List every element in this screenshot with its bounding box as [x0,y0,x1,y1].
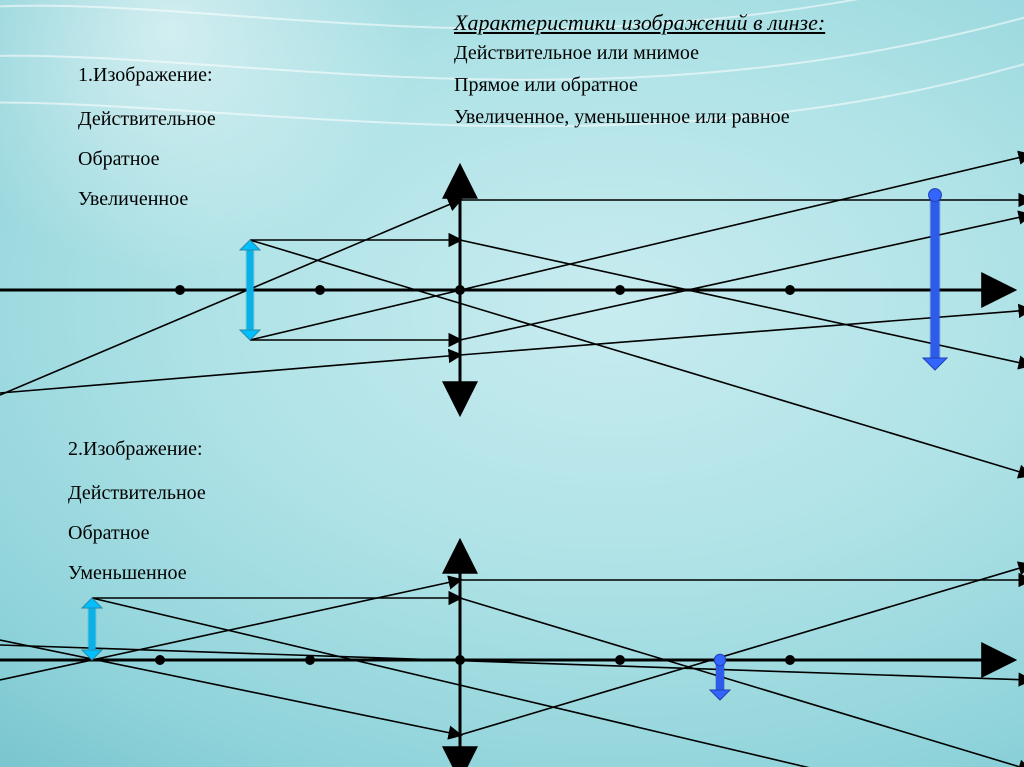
case1-heading: 1.Изображение: [78,64,213,87]
header-line-3: Увеличенное, уменьшенное или равное [454,106,790,129]
case1-prop-2: Обратное [78,148,160,171]
case1-prop-1: Действительное [78,108,216,131]
case2-prop-2: Обратное [68,522,150,545]
case2-prop-1: Действительное [68,482,206,505]
case1-prop-3: Увеличенное [78,188,188,211]
case2-heading: 2.Изображение: [68,438,203,461]
header-line-2: Прямое или обратное [454,74,638,97]
case2-prop-3: Уменьшенное [68,562,187,585]
header-title: Характеристики изображений в линзе: [454,10,825,36]
header-line-1: Действительное или мнимое [454,42,699,65]
stage: Характеристики изображений в линзе: Дейс… [0,0,1024,767]
